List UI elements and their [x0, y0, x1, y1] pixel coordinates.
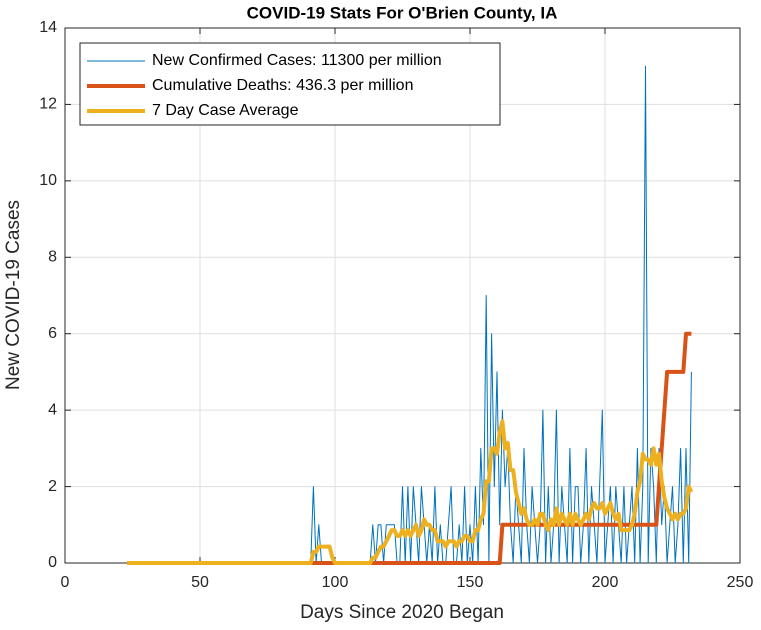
y-tick-label: 6 [48, 325, 57, 342]
x-axis-label: Days Since 2020 Began [300, 602, 504, 623]
y-tick-label: 8 [48, 249, 57, 266]
y-tick-label: 2 [48, 478, 57, 495]
x-tick-label: 250 [727, 574, 754, 591]
x-tick-label: 0 [61, 574, 70, 591]
x-tick-label: 150 [457, 574, 484, 591]
y-tick-label: 12 [39, 96, 57, 113]
y-tick-label: 14 [39, 19, 57, 36]
y-tick-label: 4 [48, 401, 57, 418]
y-tick-label: 10 [39, 172, 57, 189]
legend-label: New Confirmed Cases: 11300 per million [152, 52, 442, 69]
y-tick-label: 0 [48, 554, 57, 571]
chart-title: COVID-19 Stats For O'Brien County, IA [247, 3, 558, 22]
x-tick-label: 50 [191, 574, 209, 591]
y-axis-label: New COVID-19 Cases [3, 200, 24, 390]
legend-label: 7 Day Case Average [152, 102, 299, 119]
data-line [127, 419, 694, 565]
x-tick-label: 100 [322, 574, 349, 591]
legend-box [79, 42, 501, 126]
x-tick-label: 200 [592, 574, 619, 591]
legend-label: Cumulative Deaths: 436.3 per million [152, 77, 413, 94]
